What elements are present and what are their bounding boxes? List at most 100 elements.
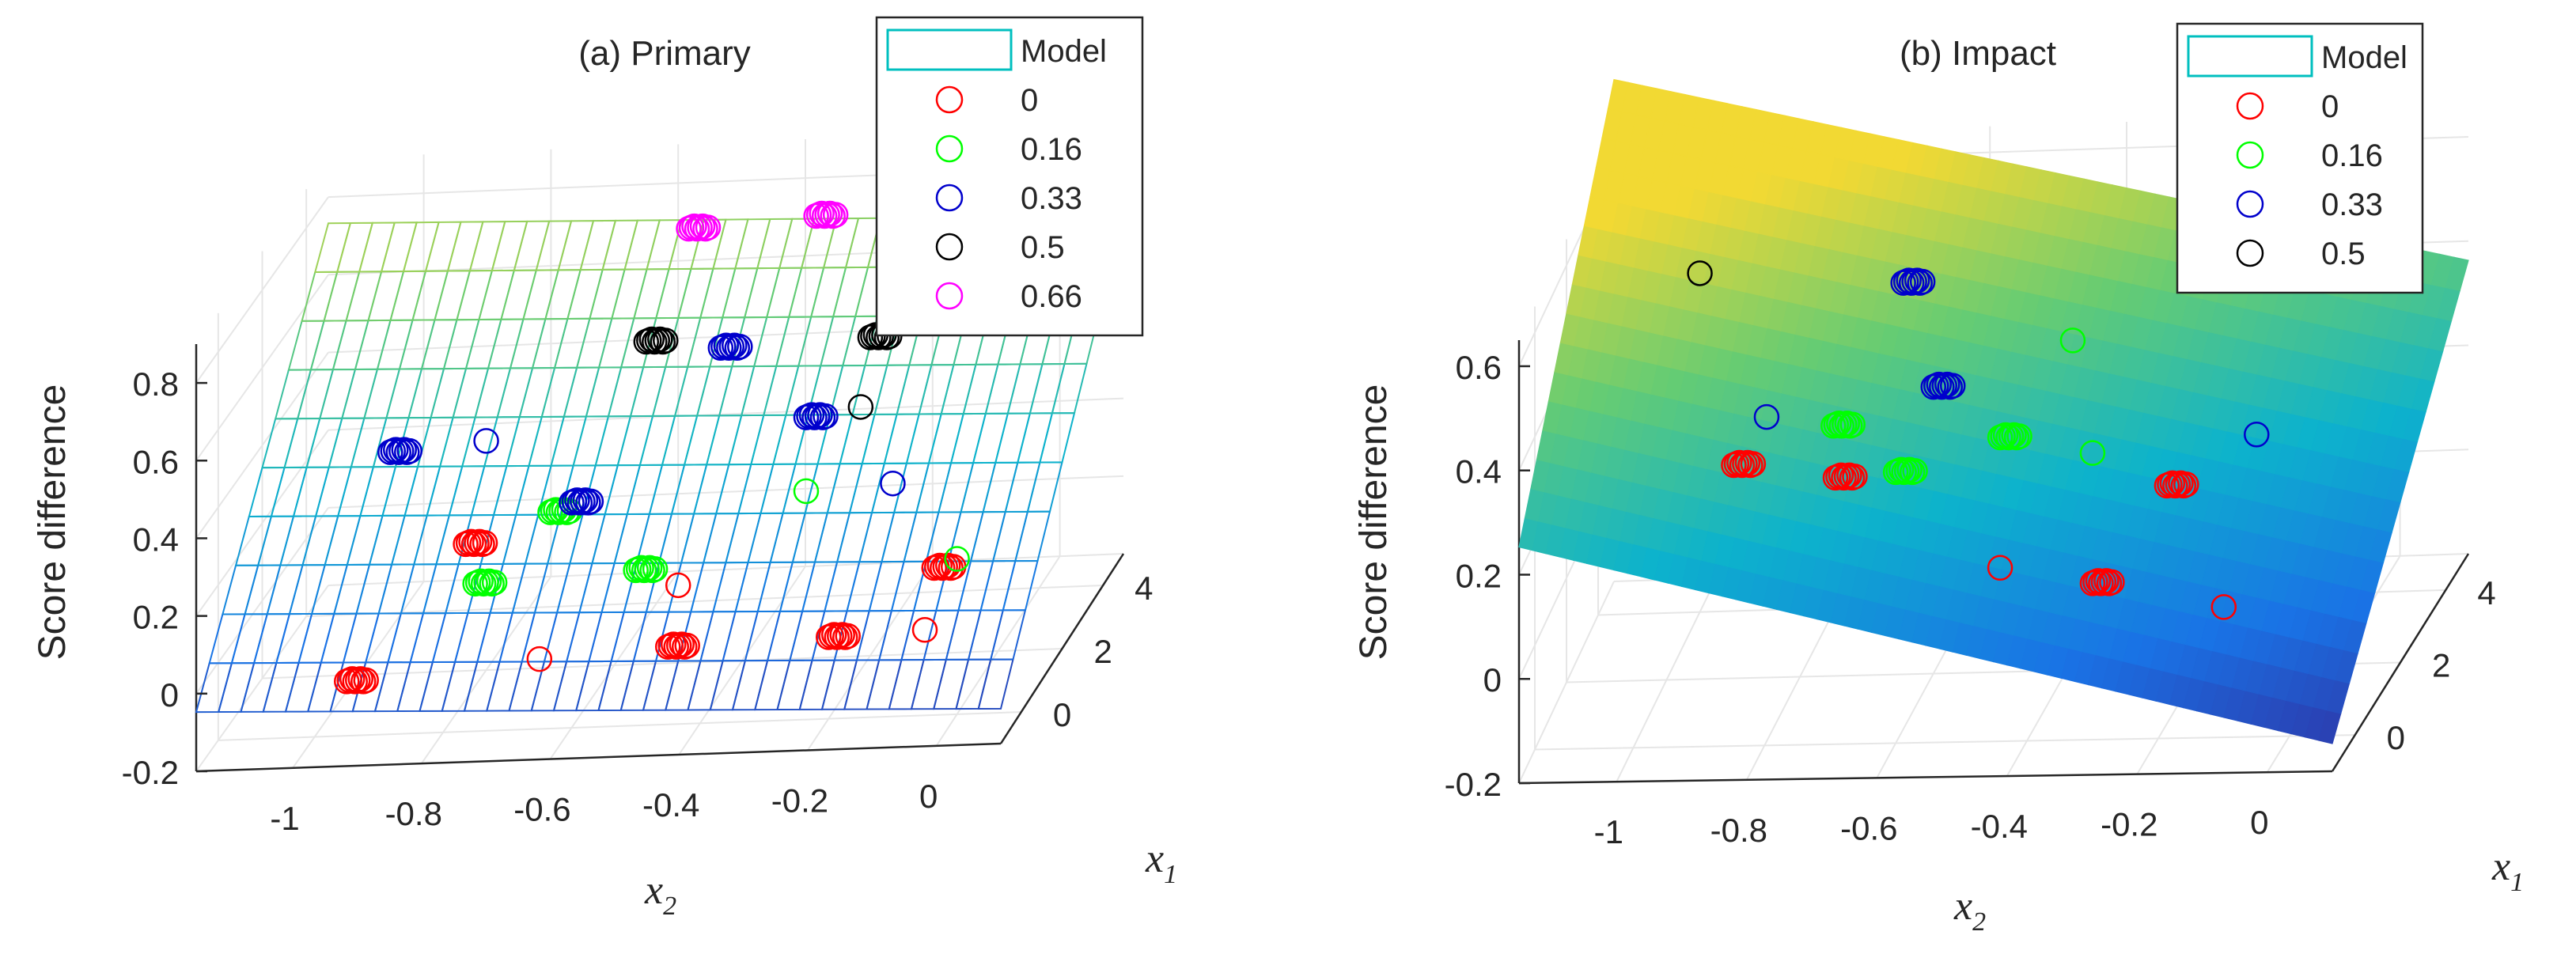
data-marker <box>526 646 553 672</box>
chart-title: (a) Primary <box>578 34 751 73</box>
x2-tick-label: -0.4 <box>1971 808 2028 845</box>
x1-axis-label-base: x <box>2491 844 2510 889</box>
x1-tick-label: 4 <box>2477 574 2495 611</box>
legend-label: 0 <box>1021 83 1038 118</box>
x2-axis-label: x2 <box>1953 884 1986 937</box>
x1-axis-label-sub: 1 <box>2510 868 2524 897</box>
x2-tick-label: -0.6 <box>1840 809 1897 846</box>
data-marker <box>353 667 379 694</box>
legend-label: 0.5 <box>1021 230 1065 265</box>
x2-tick-label: -1 <box>270 800 299 837</box>
data-marker <box>2006 423 2032 449</box>
x1-axis-label: x1 <box>2491 844 2524 897</box>
legend-label: 0.33 <box>1021 181 1082 216</box>
grid-line <box>1534 734 2355 751</box>
data-point <box>1882 456 1928 486</box>
data-point <box>944 546 970 572</box>
data-point <box>815 622 861 650</box>
data-point <box>1890 267 1936 296</box>
data-marker <box>1909 268 1936 295</box>
data-point <box>526 646 553 672</box>
legend: Model 0 0.16 0.33 0.5 0.66 <box>875 16 1144 337</box>
data-point <box>623 555 669 584</box>
legend-marker <box>2236 92 2264 120</box>
data-marker <box>653 327 679 354</box>
data-point <box>2210 594 2237 620</box>
data-marker <box>2210 594 2237 620</box>
data-point <box>911 617 938 643</box>
z-tick-label: -0.2 <box>1445 766 1502 803</box>
data-point <box>665 572 691 599</box>
z-tick-label: 0 <box>1483 661 1502 699</box>
data-marker <box>481 570 508 596</box>
data-marker <box>674 632 700 659</box>
data-point <box>2059 327 2086 354</box>
x1-axis-label: x1 <box>1145 836 1177 889</box>
x2-axis-label: x2 <box>644 868 676 921</box>
x2-tick-label: -0.4 <box>642 786 699 823</box>
legend-model-label: Model <box>1021 34 1107 69</box>
legend-marker <box>935 282 964 310</box>
legend-label: 0.33 <box>2321 187 2383 222</box>
x1-tick-label: 0 <box>2387 719 2405 756</box>
grid-line <box>1616 577 1718 782</box>
data-point <box>377 437 423 465</box>
data-point <box>473 428 499 454</box>
data-point <box>2244 421 2270 448</box>
z-tick-label: 0.8 <box>133 365 179 403</box>
data-point <box>847 394 874 420</box>
data-marker <box>793 478 820 505</box>
x1-tick-label: 2 <box>1094 633 1112 670</box>
x1-tick-label: 4 <box>1135 570 1153 607</box>
grid-line <box>328 397 1124 431</box>
z-axis-label: Score difference <box>1353 384 1395 661</box>
grid-line <box>807 561 934 751</box>
data-point <box>793 402 839 430</box>
x2-tick-label: -0.2 <box>2101 806 2157 843</box>
legend-marker <box>2236 141 2264 169</box>
data-marker <box>473 428 499 454</box>
axis-line <box>1518 770 2333 785</box>
data-point <box>803 200 849 229</box>
z-axis-label: Score difference <box>32 384 74 661</box>
legend-label: 0.5 <box>2321 237 2366 271</box>
data-marker <box>813 403 839 430</box>
x2-tick-label: -0.8 <box>1710 812 1767 849</box>
legend-label: 0.66 <box>1021 279 1082 314</box>
axis-line <box>2331 553 2470 772</box>
legend-label: 0.16 <box>1021 132 1082 167</box>
data-marker <box>880 470 906 497</box>
x2-axis-label-sub: 2 <box>1972 907 1986 937</box>
data-marker <box>1842 464 1868 490</box>
data-point <box>676 213 722 242</box>
grid-line <box>218 711 1021 741</box>
legend-marker <box>935 184 964 212</box>
data-marker <box>396 437 423 464</box>
data-marker <box>1902 458 1928 484</box>
data-point <box>2079 440 2106 466</box>
grid-line <box>935 555 1061 747</box>
x2-tick-label: -0.6 <box>513 791 570 828</box>
data-marker <box>944 546 970 572</box>
data-marker <box>822 202 849 228</box>
legend-marker <box>935 134 964 163</box>
data-point <box>559 487 604 516</box>
grid-line <box>328 553 1124 586</box>
x1-tick-label: 2 <box>2432 647 2450 684</box>
data-marker <box>847 394 874 420</box>
legend-marker <box>2236 190 2264 218</box>
data-marker <box>1740 451 1767 477</box>
data-marker <box>2059 327 2086 354</box>
data-point <box>1687 260 1713 286</box>
z-tick-label: 0.4 <box>1456 453 1502 490</box>
data-marker <box>642 556 669 582</box>
data-marker <box>1940 373 1966 399</box>
data-marker <box>2099 569 2125 596</box>
data-point <box>1920 371 1966 400</box>
data-point <box>921 552 967 581</box>
data-marker <box>665 572 691 599</box>
data-point <box>793 478 820 505</box>
grid-line <box>420 576 552 764</box>
x2-tick-label: 0 <box>2250 804 2268 841</box>
